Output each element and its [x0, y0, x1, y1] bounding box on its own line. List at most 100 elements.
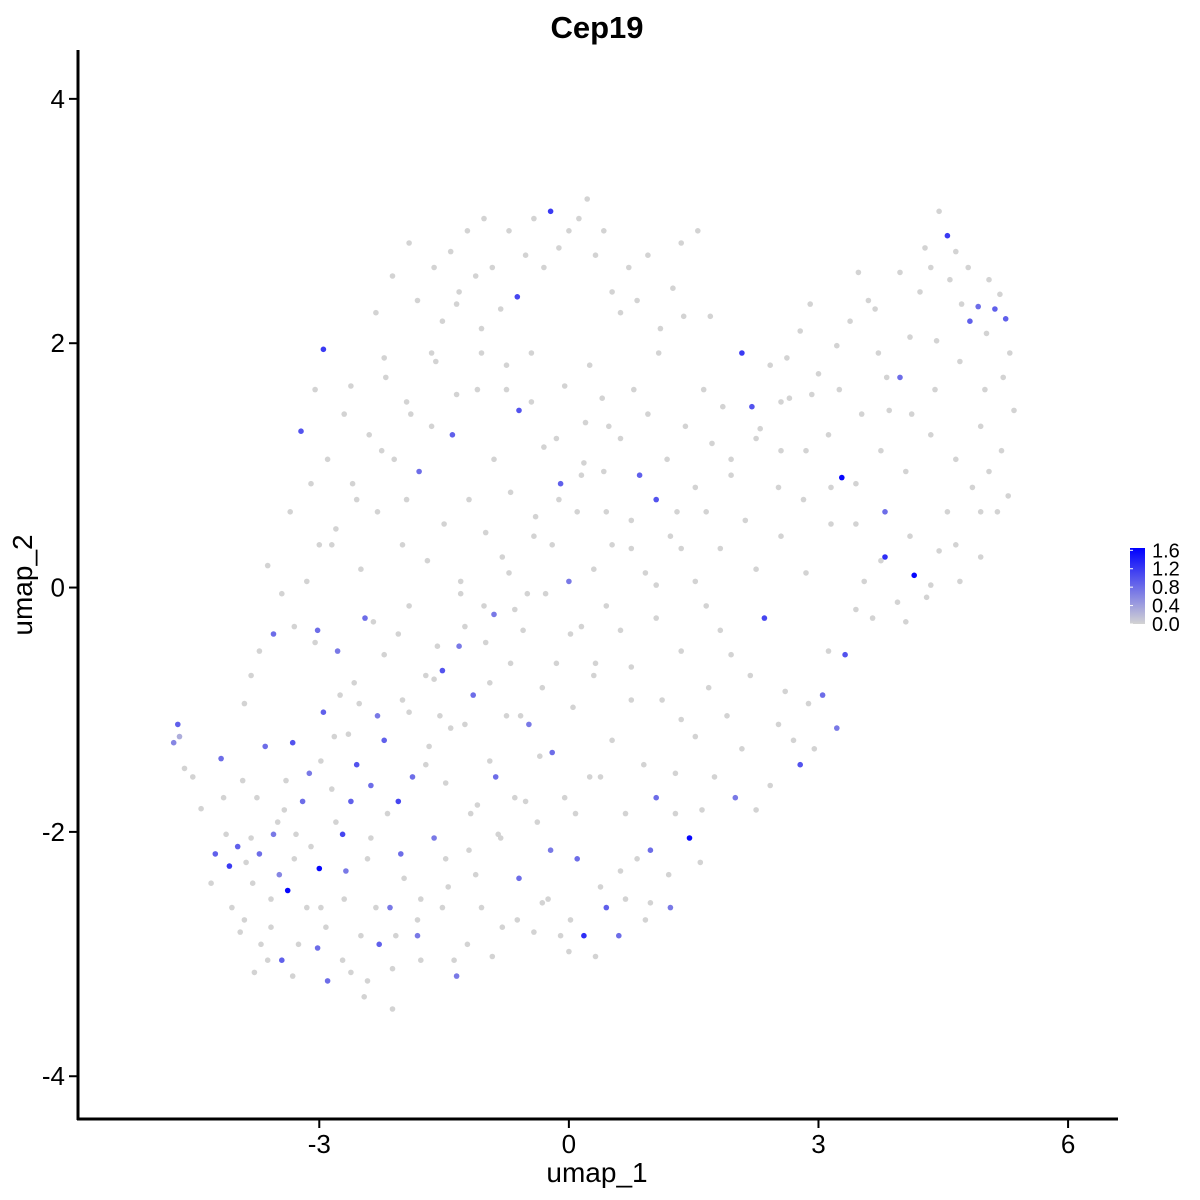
data-point — [414, 297, 421, 304]
data-point — [626, 264, 632, 271]
data-point — [753, 566, 759, 572]
data-point — [709, 440, 715, 447]
data-point — [497, 835, 504, 841]
data-point — [547, 208, 554, 215]
data-point — [634, 856, 640, 862]
data-point — [636, 472, 643, 479]
data-point — [181, 765, 188, 772]
data-point — [482, 639, 489, 646]
data-point — [316, 542, 323, 548]
data-point — [657, 325, 664, 332]
data-point — [875, 350, 882, 356]
data-point — [567, 631, 574, 637]
data-point — [348, 969, 354, 976]
legend-tick-label: 0.4 — [1152, 596, 1180, 618]
data-point — [803, 570, 809, 576]
data-point — [499, 924, 506, 930]
data-point — [609, 289, 615, 295]
data-point — [339, 831, 346, 838]
data-point — [958, 301, 965, 307]
data-point — [497, 306, 504, 312]
data-point — [462, 623, 468, 630]
data-point — [703, 603, 709, 609]
data-point — [825, 432, 832, 438]
data-point — [749, 403, 755, 410]
data-point — [616, 932, 622, 939]
data-point — [324, 978, 331, 984]
data-point — [499, 554, 506, 560]
data-point — [622, 810, 629, 817]
data-point — [531, 533, 537, 539]
data-point — [975, 303, 981, 310]
data-point — [944, 232, 951, 239]
data-point — [258, 941, 264, 948]
data-point — [992, 306, 998, 312]
data-point — [836, 386, 843, 393]
data-point — [581, 460, 587, 466]
legend-tick-label: 1.2 — [1152, 559, 1180, 581]
data-point — [356, 700, 363, 707]
data-point — [531, 929, 537, 935]
data-point — [815, 371, 822, 377]
data-point — [1007, 350, 1013, 356]
data-point — [198, 805, 204, 812]
data-point — [582, 419, 589, 426]
data-point — [399, 697, 406, 703]
data-point — [936, 208, 942, 215]
data-point — [653, 496, 659, 503]
data-point — [208, 880, 214, 886]
y-axis-ticks: -4 -2 0 2 4 — [42, 84, 78, 1091]
data-point — [524, 590, 531, 597]
data-point — [566, 228, 572, 234]
data-point — [474, 802, 481, 808]
data-point — [492, 774, 499, 780]
data-point — [507, 489, 514, 496]
data-point — [566, 578, 572, 585]
data-point — [418, 896, 424, 902]
data-point — [957, 578, 963, 585]
data-point — [1011, 407, 1017, 414]
y-tick-label: 0 — [51, 573, 65, 603]
data-point — [617, 309, 624, 316]
data-point — [645, 411, 651, 417]
data-point — [439, 318, 446, 325]
data-point — [797, 761, 803, 768]
data-point — [775, 484, 782, 491]
data-point — [586, 362, 593, 369]
x-tick-label: 6 — [1061, 1129, 1075, 1159]
data-point — [514, 917, 521, 923]
data-point — [917, 289, 923, 295]
data-point — [965, 264, 971, 271]
data-point — [449, 432, 456, 438]
data-point — [456, 289, 462, 295]
data-point — [289, 973, 296, 979]
data-point — [757, 425, 763, 432]
data-point — [426, 743, 432, 750]
data-point — [293, 831, 299, 838]
data-point — [861, 578, 867, 585]
data-point — [707, 313, 714, 320]
data-point — [423, 761, 429, 768]
data-point — [894, 599, 901, 605]
data-point — [692, 578, 699, 585]
data-point — [284, 887, 291, 894]
data-point — [528, 399, 535, 405]
data-point — [295, 941, 302, 948]
data-point — [241, 917, 248, 923]
data-point — [697, 859, 704, 866]
y-tick-label: -2 — [42, 817, 65, 847]
data-point — [953, 542, 959, 548]
data-point — [667, 904, 674, 911]
data-point — [383, 374, 389, 381]
data-point — [489, 264, 496, 271]
data-point — [986, 276, 992, 283]
data-point — [453, 301, 460, 307]
data-point — [391, 456, 398, 463]
data-point — [358, 566, 364, 572]
data-point — [878, 557, 884, 564]
data-point — [314, 945, 321, 951]
data-point — [739, 746, 745, 752]
data-point — [828, 521, 834, 527]
data-point — [778, 447, 784, 454]
data-point — [819, 692, 826, 698]
